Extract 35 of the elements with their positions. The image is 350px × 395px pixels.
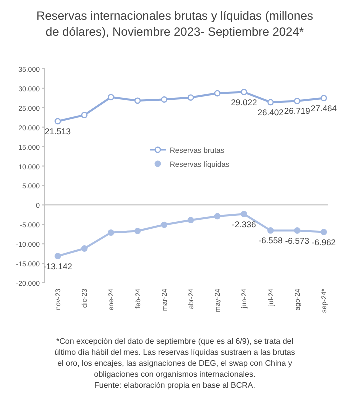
point [214,213,221,220]
point [81,246,88,252]
data-label: -6.573 [285,236,310,246]
point [161,96,168,103]
data-label: 27.464 [311,103,338,114]
point [320,95,328,102]
point [241,211,248,218]
point [108,94,114,101]
point [108,230,114,236]
point [320,229,328,236]
data-label: 26.719 [284,106,311,116]
point [241,89,248,96]
chart-title: Reservas internacionales brutas y líquidas (millones de dólares), Noviembre 2023- Septiembre 2024* [36,9,314,39]
point [188,94,194,101]
point [294,98,301,104]
data-label: -13.142 [44,261,73,272]
data-label: 29.022 [231,97,258,108]
point [134,228,141,234]
data-label: 26.402 [258,107,284,118]
point [54,118,62,125]
point [81,112,88,118]
point [268,99,274,106]
data-label: -2.336 [232,219,257,230]
point [188,217,194,224]
source-note: Fuente: elaboración propia en base al BCRA. [94,381,256,390]
text: *Con excepción del dato de septiembre (que es al 6/9), se trata del último día hábil del mes. Las reservas líquidas sustraen a las brutas el oro, los encajes, las asignaciones de DEG, el swap con China y obligaciones con organismos internacionales. [54,337,296,379]
point [134,98,141,104]
point [54,253,62,260]
point [161,222,168,228]
point [214,90,221,97]
data-label: -6.962 [312,237,336,248]
data-label: -6.558 [258,236,284,246]
point [268,228,274,234]
point [294,228,301,234]
data-label: 21.513 [45,126,72,136]
